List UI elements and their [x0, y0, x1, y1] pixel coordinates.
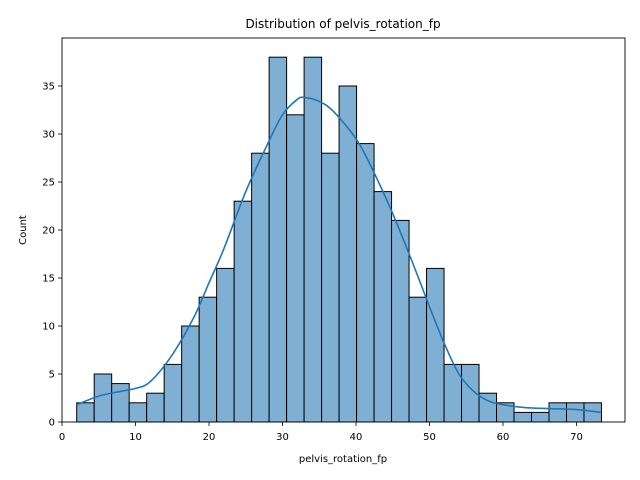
- histogram-bar: [146, 392, 165, 423]
- histogram-bar: [321, 152, 340, 423]
- histogram-bar: [216, 267, 235, 423]
- histogram-bar: [531, 411, 550, 423]
- chart-title: Distribution of pelvis_rotation_fp: [245, 17, 440, 31]
- bars-group: [76, 56, 602, 423]
- x-tick-label: 70: [570, 432, 583, 443]
- x-tick-label: 30: [276, 432, 289, 443]
- histogram-bar: [93, 373, 113, 423]
- y-tick-label: 30: [42, 130, 55, 141]
- histogram-bar: [426, 267, 445, 423]
- y-tick-label: 15: [42, 274, 55, 285]
- x-tick-label: 10: [129, 432, 142, 443]
- x-tick-label: 20: [203, 432, 216, 443]
- histogram-bar: [233, 200, 253, 423]
- histogram-bar: [391, 219, 410, 423]
- histogram-bar: [76, 402, 95, 423]
- histogram-bar: [408, 296, 428, 423]
- histogram-bar: [565, 402, 585, 423]
- histogram-bar: [198, 296, 218, 423]
- histogram-bar: [303, 56, 323, 423]
- y-axis-ticks: 0 5 10 15 20 25 30 35: [42, 82, 62, 429]
- x-axis-ticks: 0 10 20 30 40 50 60 70: [59, 422, 583, 443]
- x-tick-label: 50: [423, 432, 436, 443]
- x-tick-label: 40: [350, 432, 363, 443]
- histogram-bar: [181, 325, 200, 423]
- histogram-bar: [548, 402, 567, 423]
- y-tick-label: 5: [49, 370, 55, 381]
- histogram-bar: [286, 114, 305, 423]
- histogram-bar: [373, 191, 393, 423]
- histogram-bar: [356, 143, 375, 423]
- histogram-bar: [163, 363, 183, 423]
- kde-line: [76, 96, 602, 414]
- y-tick-label: 20: [42, 226, 55, 237]
- x-tick-label: 0: [59, 432, 65, 443]
- y-tick-label: 10: [42, 322, 55, 333]
- y-tick-label: 25: [42, 178, 55, 189]
- histogram-bar: [513, 411, 533, 423]
- histogram-bar: [251, 152, 270, 423]
- y-tick-label: 0: [49, 418, 55, 429]
- histogram-bar: [128, 402, 148, 423]
- y-axis-label: Count: [18, 215, 29, 245]
- histogram-bar: [111, 383, 130, 423]
- y-tick-label: 35: [42, 82, 55, 93]
- x-axis-label: pelvis_rotation_fp: [299, 454, 387, 465]
- x-tick-label: 60: [497, 432, 510, 443]
